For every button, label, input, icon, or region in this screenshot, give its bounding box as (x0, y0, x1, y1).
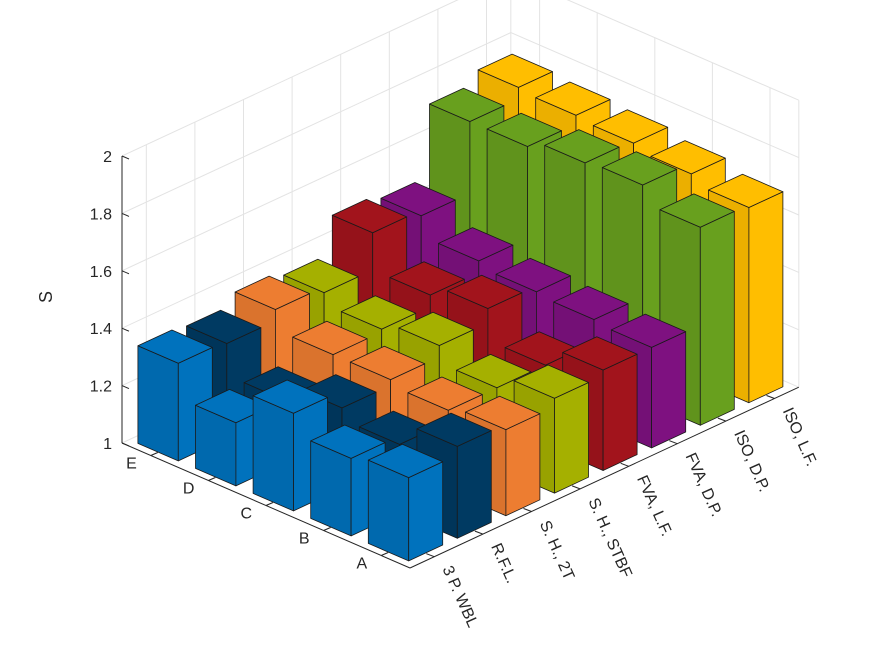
bar-top (513, 364, 589, 399)
bar-top (650, 140, 726, 175)
bar-top (447, 274, 523, 309)
z-tick (121, 155, 130, 160)
bar (513, 364, 589, 494)
z-tick-label: 1.8 (90, 206, 112, 223)
z-tick-label: 2 (103, 149, 112, 166)
bar-top (349, 345, 426, 381)
series-tick-label: FVA, D.P. (682, 450, 725, 519)
bar-top (137, 329, 213, 364)
bar-top (389, 261, 465, 296)
bar-top (456, 353, 532, 389)
bar-top (708, 173, 784, 208)
series-tick (717, 417, 727, 422)
bar-top (438, 227, 514, 262)
bar-side (137, 345, 179, 462)
bar-front (505, 413, 541, 517)
series-tick-label: ISO, L.F. (779, 405, 820, 469)
bar-top (416, 412, 492, 447)
bar-top (553, 285, 629, 320)
bar-front (408, 461, 444, 562)
bar-top (310, 424, 386, 459)
series-tick (620, 462, 629, 467)
z-axis-title: S (36, 291, 56, 303)
row-tick (323, 527, 331, 531)
bar-top (340, 295, 417, 330)
bar-top (544, 129, 620, 164)
series-tick (474, 530, 484, 535)
bar-top (659, 193, 735, 228)
series-tick-label: S. H., 2T (536, 518, 577, 583)
bar-front (602, 353, 638, 471)
z-tick (121, 270, 130, 275)
bar-top (535, 81, 611, 116)
bars-layer (137, 53, 784, 562)
row-tick-label: D (183, 481, 195, 498)
series-tick (669, 440, 678, 445)
bar-top (380, 182, 456, 217)
bar-top (292, 320, 368, 356)
bar-front (748, 191, 784, 404)
bar-top (592, 109, 669, 144)
z-tick-label: 1 (103, 436, 112, 453)
series-axis-line (409, 386, 800, 569)
bar-front (699, 210, 735, 426)
bar (252, 379, 328, 512)
series-tick (426, 553, 435, 558)
series-tick-label: FVA, L.F. (633, 473, 675, 539)
row-tick (381, 552, 389, 556)
bar-top (283, 258, 359, 294)
series-tick (766, 395, 775, 399)
bar-top (429, 87, 505, 122)
series-tick-label: 3 P. WBL (439, 563, 481, 630)
bar-top (465, 395, 541, 431)
bar-front (456, 430, 492, 539)
series-tick-label: S. H., STBF (584, 496, 634, 581)
grid-line-z (121, 0, 799, 157)
row-tick-label: C (240, 506, 252, 523)
series-tick (571, 485, 581, 490)
row-tick-label: E (126, 456, 137, 473)
z-tick (121, 327, 130, 332)
z-tick-label: 1.6 (90, 264, 112, 281)
bar-top (252, 379, 328, 414)
z-tick (121, 212, 130, 217)
row-tick (150, 452, 158, 456)
bar-front (554, 382, 589, 494)
z-tick-label: 1.2 (90, 379, 112, 396)
bar-top (477, 53, 553, 88)
bar (367, 443, 444, 562)
bar-top (601, 151, 678, 186)
bar-top (486, 112, 562, 147)
bar-top (495, 257, 571, 293)
bar-top (331, 198, 408, 234)
bar-front (651, 331, 687, 449)
row-tick-label: A (357, 556, 368, 573)
bar-top (610, 313, 687, 348)
bar-top (367, 443, 444, 479)
z-tick (121, 442, 130, 447)
bar-side (252, 395, 294, 512)
bar-top (562, 336, 638, 371)
bar-top (398, 311, 474, 346)
row-tick (208, 477, 216, 481)
z-tick-label: 1.4 (90, 321, 112, 338)
z-tick (121, 385, 130, 390)
bar-top (407, 376, 483, 411)
series-tick-label: R.F.L. (487, 541, 520, 586)
series-tick (523, 508, 532, 512)
series-tick-label: ISO, D.P. (730, 428, 772, 495)
bar-top (234, 275, 310, 310)
row-tick-label: B (299, 531, 310, 548)
row-tick (265, 502, 274, 506)
bar-top (186, 309, 262, 344)
